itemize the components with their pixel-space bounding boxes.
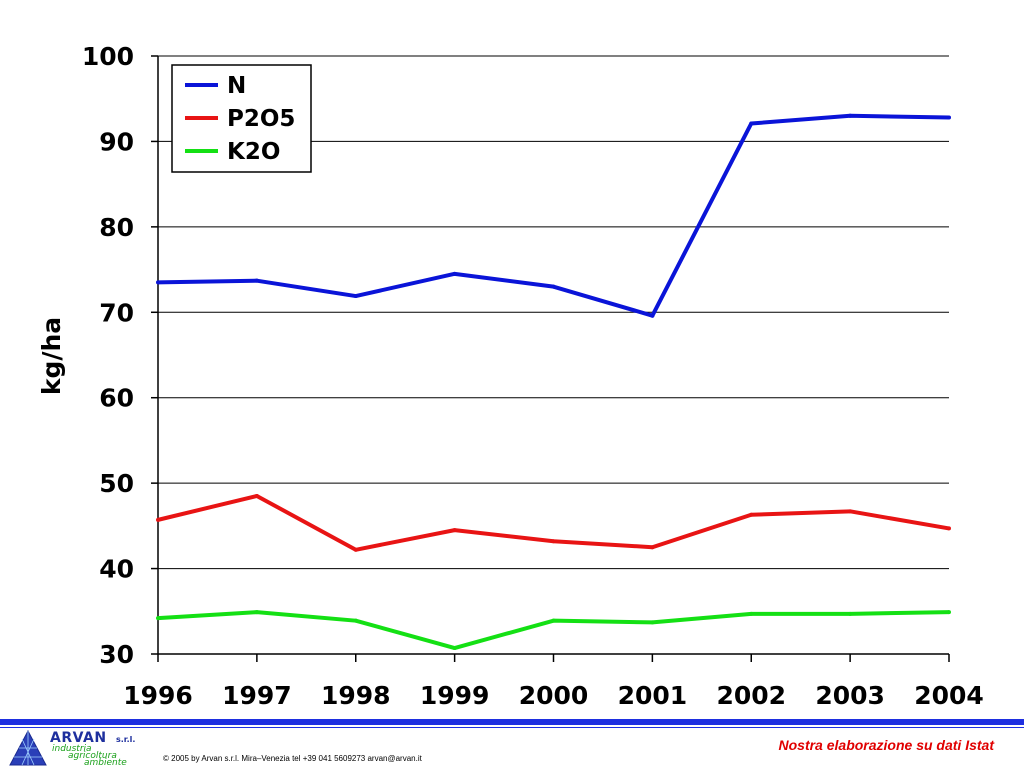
y-tick-label: 60: [99, 384, 134, 413]
y-tick-label: 40: [99, 555, 134, 584]
legend: N P2O5 K2O: [171, 64, 312, 173]
series-line-k2o: [157, 610, 950, 651]
logo-line-industria: industria: [52, 744, 92, 754]
x-tick-label: 2004: [914, 681, 984, 710]
data-point-p2o5: [254, 493, 259, 498]
data-point-k2o: [551, 618, 556, 623]
data-point-n: [254, 278, 259, 283]
x-tick-label: 2001: [618, 681, 688, 710]
data-point-p2o5: [353, 547, 358, 552]
data-point-n: [947, 115, 951, 120]
data-point-p2o5: [156, 517, 160, 522]
data-point-k2o: [848, 611, 853, 616]
footer-accent-bar: [0, 719, 1024, 725]
data-point-p2o5: [848, 509, 853, 514]
x-tick-label: 1997: [222, 681, 292, 710]
x-tick-label: 2003: [815, 681, 885, 710]
y-axis-title: kg/ha: [37, 317, 66, 395]
x-tick-label: 2000: [519, 681, 589, 710]
data-point-k2o: [452, 646, 457, 651]
y-tick-label: 50: [99, 469, 134, 498]
data-point-n: [650, 313, 655, 318]
data-point-n: [156, 280, 160, 285]
axes: [151, 55, 950, 662]
data-point-p2o5: [947, 526, 951, 531]
data-point-k2o: [749, 611, 754, 616]
series-lines: [156, 113, 951, 651]
logo-triangle-icon: [9, 729, 47, 766]
x-tick-label: 1996: [123, 681, 193, 710]
x-tick-labels: 1996 1997 1998 1999 2000 2001 2002 2003 2004: [123, 681, 984, 710]
data-point-p2o5: [749, 512, 754, 517]
data-point-n: [551, 284, 556, 289]
legend-label-p2o5: P2O5: [227, 106, 295, 132]
logo-srl: s.r.l.: [116, 735, 136, 744]
data-point-k2o: [947, 610, 951, 615]
data-point-n: [353, 294, 358, 299]
logo-line-agricoltura: agricoltura: [68, 751, 117, 761]
y-tick-label: 90: [99, 127, 134, 156]
x-tick-label: 1998: [321, 681, 391, 710]
y-tick-label: 100: [82, 42, 134, 71]
x-tick-label: 2002: [716, 681, 786, 710]
logo-name: ARVAN: [50, 730, 107, 746]
arvan-logo: ARVAN s.r.l. industria agricoltura ambie…: [8, 729, 168, 768]
y-tick-label: 30: [99, 640, 134, 669]
data-point-p2o5: [551, 539, 556, 544]
data-point-n: [749, 121, 754, 126]
y-tick-label: 70: [99, 298, 134, 327]
data-point-p2o5: [452, 528, 457, 533]
data-point-k2o: [156, 616, 160, 621]
source-note: Nostra elaborazione su dati Istat: [778, 737, 995, 753]
data-point-n: [848, 113, 853, 118]
legend-label-k2o: K2O: [227, 139, 280, 165]
data-point-k2o: [353, 618, 358, 623]
legend-label-n: N: [227, 73, 246, 99]
x-tick-label: 1999: [420, 681, 490, 710]
logo-line-ambiente: ambiente: [84, 758, 127, 768]
y-tick-labels: 30 40 50 60 70 80 90 100: [82, 42, 134, 669]
copyright-text: © 2005 by Arvan s.r.l. Mira–Venezia tel …: [163, 754, 422, 763]
data-point-k2o: [650, 620, 655, 625]
line-chart: 30 40 50 60 70 80 90 100 1996 1997 1998 1999 2000 20…: [37, 42, 984, 710]
footer-accent-rule: [0, 727, 1024, 728]
data-point-p2o5: [650, 545, 655, 550]
y-tick-label: 80: [99, 213, 134, 242]
data-point-k2o: [254, 610, 259, 615]
data-point-n: [452, 271, 457, 276]
